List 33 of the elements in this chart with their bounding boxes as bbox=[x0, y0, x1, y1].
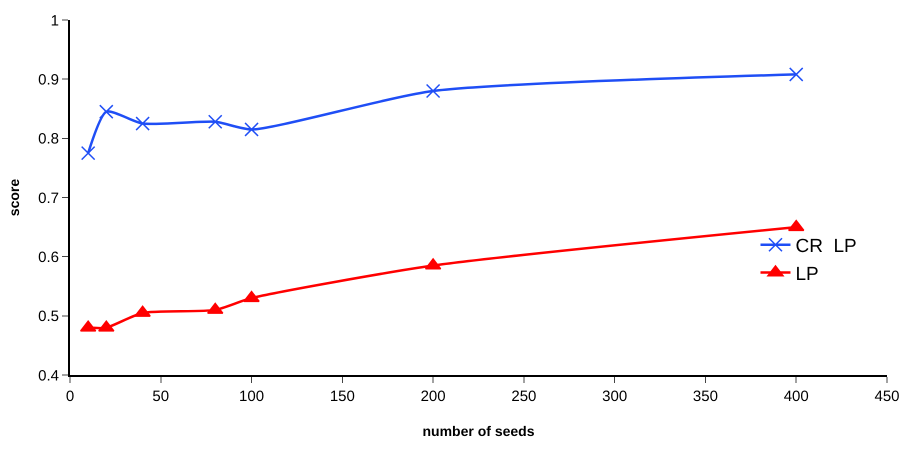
x-tick-label: 350 bbox=[692, 388, 718, 405]
x-tick-label: 400 bbox=[784, 388, 809, 405]
x-tick-label: 100 bbox=[239, 388, 264, 405]
x-tick-label: 0 bbox=[66, 388, 74, 405]
x-tick-label: 200 bbox=[420, 388, 446, 405]
point bbox=[99, 104, 114, 119]
point bbox=[135, 116, 150, 131]
point bbox=[98, 320, 115, 332]
point bbox=[426, 84, 440, 98]
x-tick-label: 450 bbox=[874, 388, 900, 405]
point bbox=[788, 67, 804, 82]
x-axis-title: number of seeds bbox=[422, 422, 535, 439]
y-tick-label: 0.8 bbox=[38, 130, 59, 148]
x-tick-label: 50 bbox=[152, 388, 170, 405]
point bbox=[424, 258, 442, 270]
point bbox=[80, 320, 96, 332]
y-tick-label: 0.5 bbox=[38, 308, 59, 326]
legend-label: LP bbox=[795, 264, 819, 285]
x-tick-label: 150 bbox=[330, 388, 355, 405]
y-tick-label: 0.4 bbox=[38, 367, 59, 384]
point bbox=[244, 122, 259, 137]
y-tick-label: 0.9 bbox=[38, 71, 59, 88]
x-tick-label: 300 bbox=[602, 388, 628, 405]
y-tick-label: 0.7 bbox=[38, 190, 59, 207]
point bbox=[243, 290, 260, 302]
y-tick-label: 1 bbox=[50, 12, 59, 30]
point bbox=[80, 146, 96, 160]
y-tick-label: 0.6 bbox=[38, 248, 59, 266]
y-axis-title: score bbox=[6, 178, 22, 216]
x-tick-label: 250 bbox=[511, 388, 536, 405]
point bbox=[788, 220, 804, 232]
legend-label: CR LP bbox=[795, 236, 857, 258]
point bbox=[208, 114, 222, 130]
